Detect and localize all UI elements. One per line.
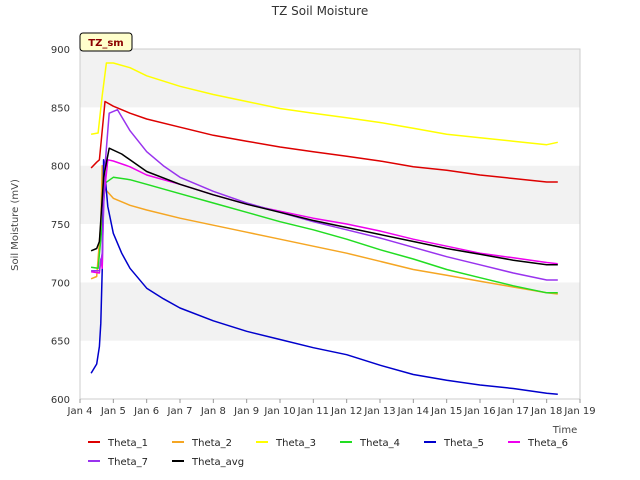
chart-title: TZ Soil Moisture — [271, 4, 368, 18]
grid-band — [80, 282, 580, 341]
series-line-theta-avg — [90, 147, 558, 266]
legend-item-theta-2: Theta_2 — [172, 438, 232, 449]
tz-sm-badge: TZ_sm — [79, 32, 133, 52]
plot-frame — [79, 48, 581, 400]
legend-item-theta-4: Theta_4 — [340, 438, 400, 449]
legend-label: Theta_2 — [191, 438, 232, 449]
y-tick-labels: 600 650 700 750 800 850 900 — [51, 45, 70, 406]
x-tick-label: Jan 14 — [397, 406, 429, 417]
legend-label: Theta_5 — [443, 438, 484, 449]
x-tick-label: Jan 8 — [200, 406, 226, 417]
x-axis-label: Time — [552, 425, 577, 436]
y-tick-label: 850 — [51, 103, 70, 114]
series-layer — [90, 62, 558, 396]
grid-band — [80, 340, 580, 399]
x-tick-labels: Jan 4 Jan 5 Jan 6 Jan 7 Jan 8 Jan 9 Jan 10 Jan … — [67, 399, 596, 417]
x-tick-label: Jan 10 — [263, 406, 295, 417]
y-tick-label: 900 — [51, 45, 70, 56]
badge-label: TZ_sm — [88, 38, 123, 49]
series-line-theta-5 — [90, 159, 558, 396]
x-tick-label: Jan 4 — [67, 406, 93, 417]
legend-item-theta-5: Theta_5 — [424, 438, 484, 449]
legend-item-theta-1: Theta_1 — [88, 438, 148, 449]
x-tick-label: Jan 6 — [133, 406, 159, 417]
legend-label: Theta_6 — [527, 438, 568, 449]
grid-band — [80, 107, 580, 166]
x-tick-label: Jan 13 — [363, 406, 395, 417]
y-axis-label: Soil Moisture (mV) — [10, 179, 21, 271]
x-tick-label: Jan 9 — [233, 406, 259, 417]
y-tick-label: 750 — [51, 220, 70, 231]
series-line-theta-4 — [90, 176, 558, 294]
y-tick-label: 800 — [51, 162, 70, 173]
x-tick-label: Jan 12 — [330, 406, 362, 417]
grid-band — [80, 224, 580, 283]
background-bands — [80, 49, 580, 399]
x-tick-label: Jan 16 — [463, 406, 495, 417]
legend-item-theta-avg: Theta_avg — [172, 457, 244, 468]
y-tick-label: 700 — [51, 278, 70, 289]
legend: Theta_1 Theta_2 Theta_3 Theta_4 Theta_5 Theta… — [88, 438, 568, 468]
y-tick-label: 650 — [51, 337, 70, 348]
x-tick-label: Jan 15 — [430, 406, 462, 417]
x-tick-label: Jan 11 — [297, 406, 329, 417]
legend-label: Theta_avg — [191, 457, 244, 468]
y-tick-label: 600 — [51, 395, 70, 406]
grid-band — [80, 49, 580, 108]
x-tick-label: Jan 17 — [497, 406, 529, 417]
legend-label: Theta_4 — [359, 438, 400, 449]
legend-item-theta-6: Theta_6 — [508, 438, 568, 449]
legend-item-theta-7: Theta_7 — [88, 457, 148, 468]
legend-item-theta-3: Theta_3 — [256, 438, 316, 449]
series-line-theta-3 — [90, 62, 558, 146]
legend-label: Theta_7 — [107, 457, 148, 468]
badge-box — [79, 32, 133, 52]
series-line-theta-1 — [90, 100, 558, 183]
legend-label: Theta_3 — [275, 438, 316, 449]
legend-label: Theta_1 — [107, 438, 148, 449]
x-tick-label: Jan 19 — [563, 406, 595, 417]
x-tick-label: Jan 5 — [100, 406, 126, 417]
x-tick-label: Jan 18 — [530, 406, 562, 417]
series-line-theta-7 — [91, 108, 558, 281]
x-tick-label: Jan 7 — [167, 406, 193, 417]
